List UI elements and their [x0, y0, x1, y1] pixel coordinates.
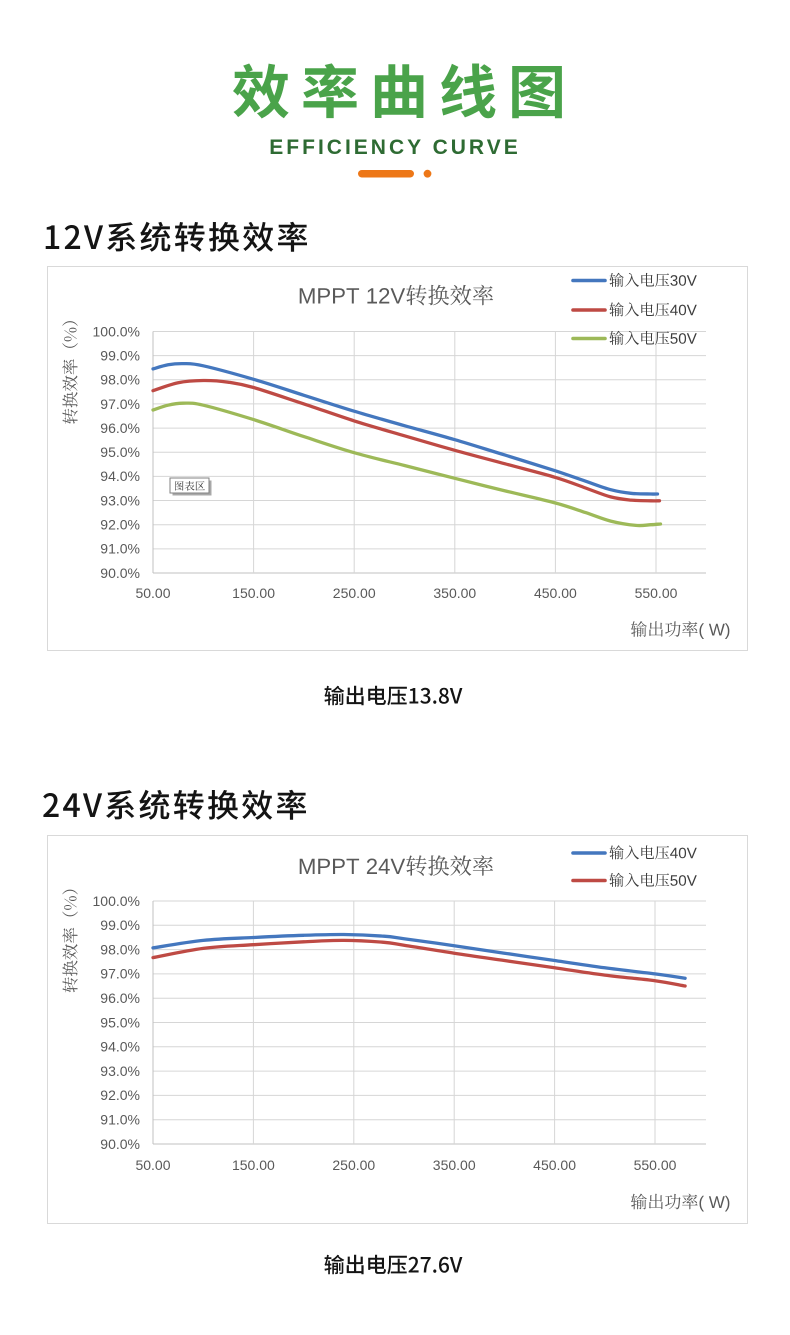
svg-text:98.0%: 98.0%	[100, 372, 140, 388]
svg-text:93.0%: 93.0%	[100, 492, 140, 508]
svg-text:97.0%: 97.0%	[100, 396, 140, 412]
svg-text:94.0%: 94.0%	[100, 1039, 140, 1055]
svg-text:95.0%: 95.0%	[100, 444, 140, 460]
svg-text:96.0%: 96.0%	[100, 990, 140, 1006]
svg-text:550.00: 550.00	[634, 1157, 677, 1173]
svg-text:550.00: 550.00	[635, 585, 678, 601]
svg-text:150.00: 150.00	[232, 585, 275, 601]
svg-text:350.00: 350.00	[433, 585, 476, 601]
svg-text:99.0%: 99.0%	[100, 347, 140, 363]
svg-text:100.0%: 100.0%	[93, 893, 140, 909]
svg-text:50.00: 50.00	[135, 1157, 170, 1173]
svg-text:94.0%: 94.0%	[100, 468, 140, 484]
svg-text:91.0%: 91.0%	[100, 1112, 140, 1128]
svg-text:100.0%: 100.0%	[93, 323, 140, 339]
svg-text:450.00: 450.00	[533, 1157, 576, 1173]
svg-text:EFFICIENCY CURVE: EFFICIENCY CURVE	[269, 136, 520, 159]
svg-text:90.0%: 90.0%	[100, 565, 140, 581]
svg-text:96.0%: 96.0%	[100, 420, 140, 436]
svg-text:50.00: 50.00	[135, 585, 170, 601]
svg-text:98.0%: 98.0%	[100, 941, 140, 957]
svg-text:250.00: 250.00	[333, 585, 376, 601]
svg-text:450.00: 450.00	[534, 585, 577, 601]
svg-text:95.0%: 95.0%	[100, 1014, 140, 1030]
svg-text:92.0%: 92.0%	[100, 517, 140, 533]
svg-text:97.0%: 97.0%	[100, 966, 140, 982]
svg-text:99.0%: 99.0%	[100, 917, 140, 933]
svg-text:93.0%: 93.0%	[100, 1063, 140, 1079]
svg-text:92.0%: 92.0%	[100, 1087, 140, 1103]
svg-text:350.00: 350.00	[433, 1157, 476, 1173]
svg-text:150.00: 150.00	[232, 1157, 275, 1173]
svg-text:91.0%: 91.0%	[100, 541, 140, 557]
svg-text:90.0%: 90.0%	[100, 1136, 140, 1152]
svg-text:250.00: 250.00	[332, 1157, 375, 1173]
